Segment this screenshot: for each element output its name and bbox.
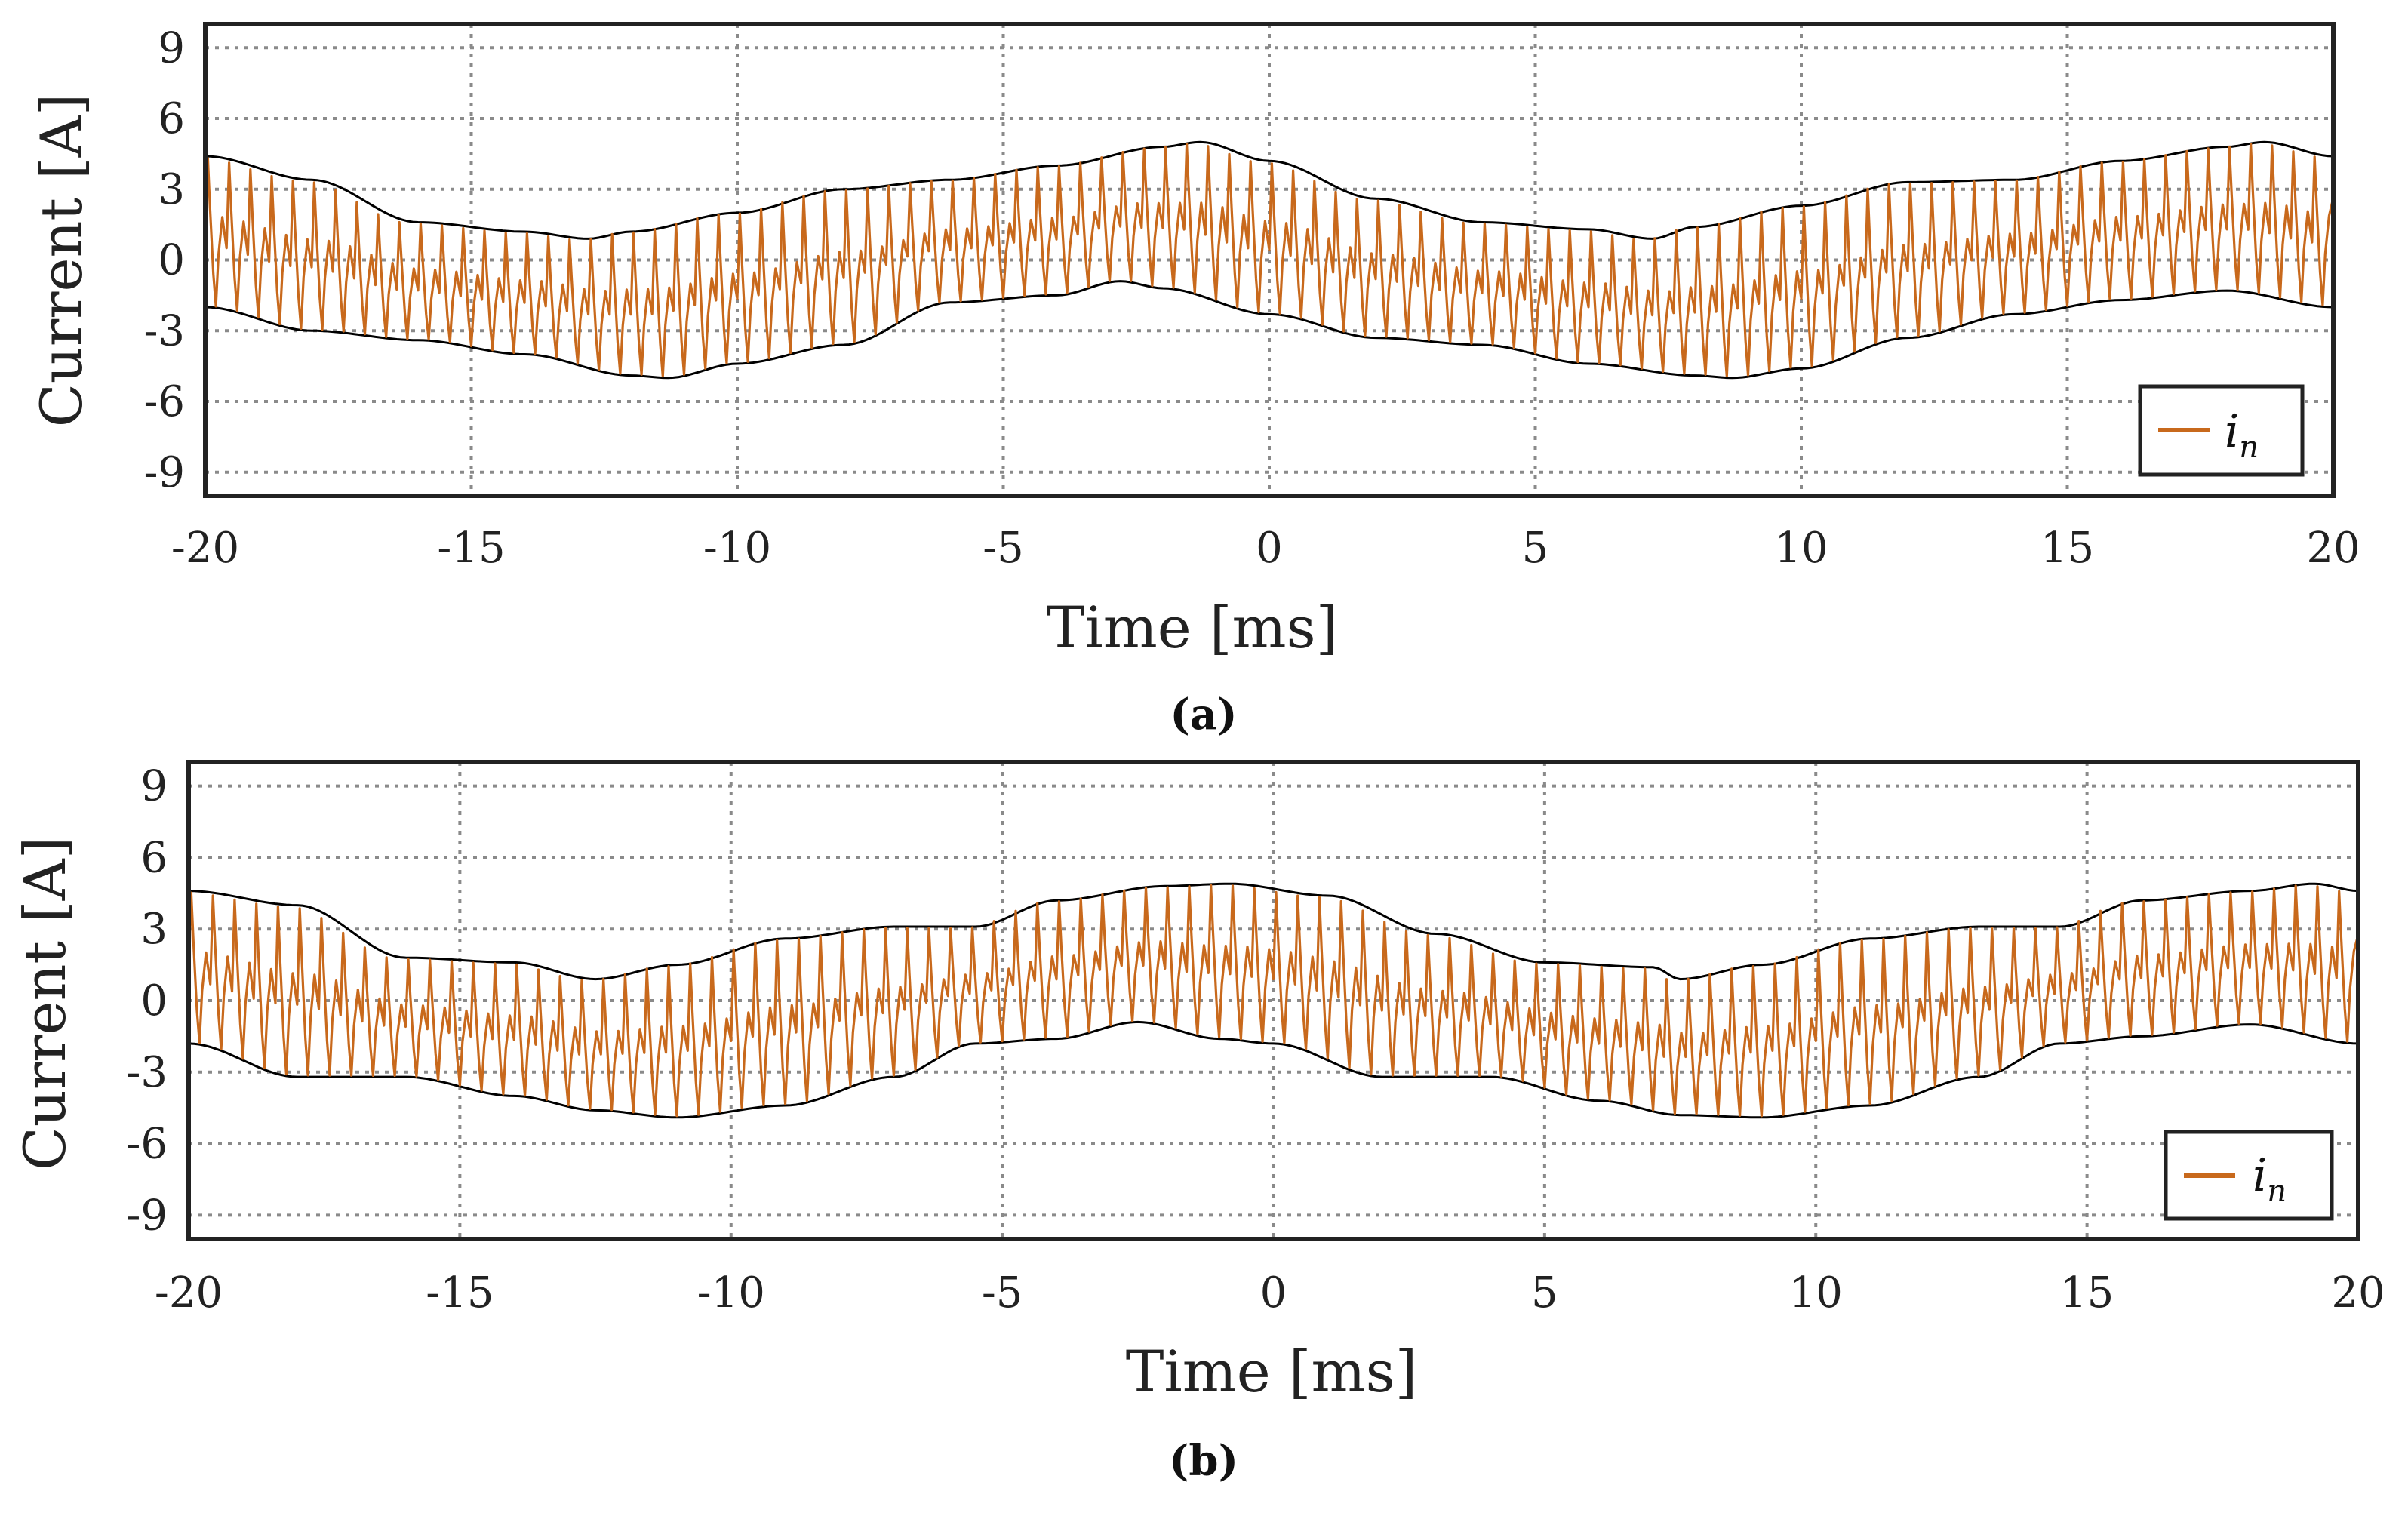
panel-a-envelope-upper [205, 140, 2334, 240]
panel-b-xlabel: Time [ms] [1126, 1338, 1418, 1405]
panel-b-ylabel: Current [A] [11, 837, 78, 1171]
panel-a-yticks: 9 6 3 0 -3 -6 -9 [143, 23, 185, 497]
panel-b-legend-letter: i [2253, 1149, 2267, 1202]
panel-b-axes-frame [186, 760, 2360, 1241]
panel-a-legend-box [2138, 384, 2305, 477]
panel-a-xtick-label-7: 15 [2040, 524, 2094, 573]
panel-b-signal-group [187, 884, 2360, 1118]
panel-a: -20 -15 -10 -5 0 5 10 15 20 9 6 3 0 -3 -6 -9 Time [ms]… [28, 22, 2360, 740]
panel-b-xtick-label-8: 20 [2331, 1268, 2385, 1318]
panel-b-ytick-label-4: -3 [126, 1048, 168, 1097]
panel-b-ytick-label-6: -9 [126, 1191, 168, 1240]
panel-a-legend: in [2138, 384, 2305, 477]
panel-b-xtick-label-7: 15 [2060, 1268, 2114, 1318]
panel-a-ytick-label-3: 0 [158, 236, 185, 285]
panel-b-xtick-label-2: -10 [697, 1268, 765, 1318]
panel-a-caption: (a) [1170, 690, 1237, 740]
panel-b-xtick-label-6: 10 [1789, 1268, 1843, 1318]
panel-b-xticks: -20 -15 -10 -5 0 5 10 15 20 [155, 1268, 2385, 1318]
panel-a-ytick-label-1: 6 [158, 94, 185, 143]
panel-a-xtick-label-5: 5 [1522, 524, 1549, 573]
panel-b-xtick-label-0: -20 [155, 1268, 223, 1318]
panel-a-xticks: -20 -15 -10 -5 0 5 10 15 20 [171, 524, 2360, 573]
panel-a-ytick-label-4: -3 [143, 306, 185, 355]
panel-b-ytick-label-2: 3 [140, 905, 168, 954]
panel-a-ytick-label-2: 3 [158, 165, 185, 214]
panel-b-signal-i_n [187, 884, 2360, 1118]
panel-a-axes-frame [203, 22, 2336, 498]
panel-a-envelope-lower [205, 280, 2334, 380]
panel-a-ytick-label-6: -9 [143, 448, 185, 497]
panel-b-xtick-label-3: -5 [982, 1268, 1023, 1318]
panel-a-xtick-label-4: 0 [1256, 524, 1283, 573]
panel-b-legend-subscript: n [2267, 1174, 2287, 1209]
panel-a-grid [205, 24, 2333, 496]
panel-a-legend-letter: i [2225, 405, 2239, 458]
panel-b-ytick-label-0: 9 [140, 762, 168, 811]
panel-b-legend: in [2164, 1130, 2334, 1221]
panel-b-xtick-label-5: 5 [1531, 1268, 1558, 1318]
panel-b-legend-label: in [2253, 1149, 2287, 1209]
panel-a-ytick-label-5: -6 [143, 377, 185, 426]
panel-a-signal-i_n [204, 143, 2335, 378]
panel-a-legend-subscript: n [2239, 430, 2259, 465]
panel-a-xtick-label-8: 20 [2306, 524, 2360, 573]
panel-b-ytick-label-5: -6 [126, 1120, 168, 1169]
panel-a-legend-label: in [2225, 405, 2259, 465]
panel-b-yticks: 9 6 3 0 -3 -6 -9 [126, 762, 168, 1241]
panel-a-xlabel: Time [ms] [1047, 594, 1339, 661]
panel-a-xtick-label-2: -10 [703, 524, 771, 573]
panel-b-envelope-lower [188, 1020, 2359, 1119]
panel-b-envelopes [188, 882, 2359, 1119]
panel-b: -20 -15 -10 -5 0 5 10 15 20 9 6 3 0 -3 -6 -9 Time [ms]… [11, 760, 2385, 1486]
panel-a-xtick-label-3: -5 [983, 524, 1024, 573]
panel-a-xtick-label-6: 10 [1774, 524, 1828, 573]
panel-a-signal-group [204, 143, 2335, 378]
panel-a-envelopes [205, 140, 2334, 380]
panel-b-ytick-label-3: 0 [140, 976, 168, 1025]
panel-b-ytick-label-1: 6 [140, 833, 168, 882]
panel-b-caption: (b) [1169, 1436, 1238, 1486]
panel-a-ytick-label-0: 9 [158, 23, 185, 72]
panel-b-xtick-label-1: -15 [426, 1268, 494, 1318]
panel-a-ylabel: Current [A] [28, 94, 95, 428]
panel-b-xtick-label-4: 0 [1260, 1268, 1287, 1318]
panel-a-xtick-label-0: -20 [171, 524, 239, 573]
panel-a-xtick-label-1: -15 [437, 524, 505, 573]
panel-b-envelope-upper [188, 882, 2359, 981]
panel-b-grid [189, 762, 2358, 1239]
